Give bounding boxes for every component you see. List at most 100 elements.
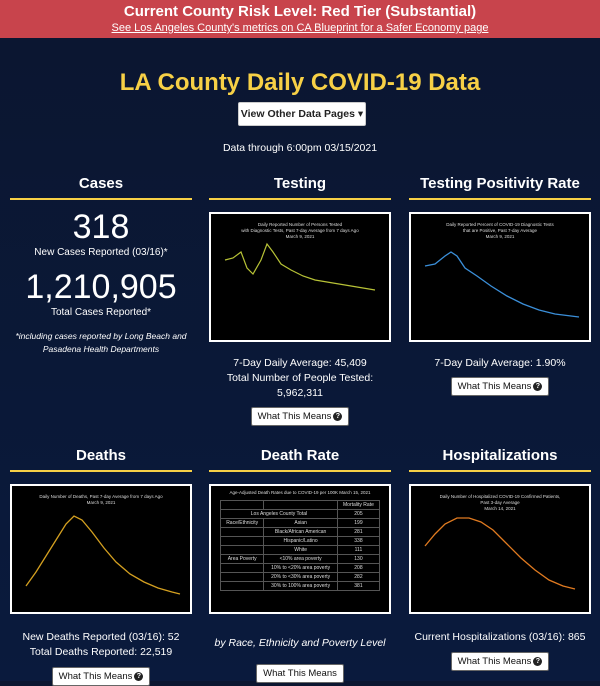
hospitalizations-chart-svg: Daily Number of Hospitalized COVID-19 Co… [424, 494, 576, 590]
testing-daily-average: 7-Day Daily Average: 45,409 [233, 357, 367, 369]
testing-what-this-means-button[interactable]: What This Means? [250, 407, 350, 426]
new-cases-number: 318 [72, 208, 130, 246]
death-rate-table-image[interactable]: Age-Adjusted Death Rates due to COVID-19… [209, 484, 391, 614]
svg-text:with Diagnostic Tests, Past 7-: with Diagnostic Tests, Past 7-day Averag… [241, 228, 359, 233]
table-cell: Area Poverty [219, 554, 265, 564]
cases-footnote: *including cases reported by Long Beach … [15, 331, 187, 354]
deaths-heading: Deaths [75, 447, 127, 464]
county-total-value: 205 [336, 509, 381, 519]
table-cell: 111 [336, 545, 381, 555]
question-icon: ? [134, 671, 144, 681]
svg-text:March 9, 2021: March 9, 2021 [87, 500, 116, 505]
cases-section: Cases 318 New Cases Reported (03/16)* 1,… [10, 174, 192, 356]
mortality-header: Mortality Rate [336, 500, 381, 510]
svg-text:Past 3-day Average: Past 3-day Average [480, 500, 520, 505]
death-rate-underline [209, 470, 391, 472]
deaths-chart[interactable]: Daily Number of Deaths, Past 7-day Avera… [10, 484, 192, 614]
svg-text:that are Positive, Past 7-day: that are Positive, Past 7-day Average [463, 228, 537, 233]
deaths-section: Deaths Daily Number of Deaths, Past 7-da… [10, 446, 192, 686]
death-rate-table: Mortality Rate Los Angeles County Total 2… [219, 500, 381, 591]
button-label: What This Means [457, 381, 532, 392]
table-cell: 282 [336, 572, 381, 582]
deaths-line [25, 515, 181, 595]
table-cell: 208 [336, 563, 381, 573]
positivity-chart[interactable]: Daily Reported Percent of COVID-19 Diagn… [409, 212, 591, 342]
hospitalizations-section: Hospitalizations Daily Number of Hospita… [409, 446, 591, 671]
button-label: What This Means [457, 656, 532, 667]
new-deaths: New Deaths Reported (03/16): 52 [22, 631, 180, 643]
blueprint-link[interactable]: See Los Angeles County's metrics on CA B… [111, 22, 489, 34]
testing-chart-svg: Daily Reported Number of Persons Tested … [224, 222, 376, 291]
death-rate-caption: by Race, Ethnicity and Poverty Level [214, 637, 386, 649]
table-cell: 20% to <30% area poverty [263, 572, 338, 582]
table-cell: Asian [263, 518, 338, 528]
table-cell: 199 [336, 518, 381, 528]
deaths-chart-svg: Daily Number of Deaths, Past 7-day Avera… [25, 494, 181, 595]
svg-text:Daily Reported Number of Perso: Daily Reported Number of Persons Tested [258, 222, 343, 227]
svg-text:Daily Number of Deaths, Past 7: Daily Number of Deaths, Past 7-day Avera… [39, 494, 163, 499]
table-cell [219, 563, 265, 573]
table-cell: 381 [336, 581, 381, 591]
table-cell [219, 581, 265, 591]
svg-text:Daily Reported Percent of COVI: Daily Reported Percent of COVID-19 Diagn… [446, 222, 554, 227]
positivity-line [424, 251, 580, 318]
death-rate-what-this-means-button[interactable]: What This Means [256, 664, 344, 683]
svg-text:Daily Number of Hospitalized C: Daily Number of Hospitalized COVID-19 Co… [440, 494, 561, 499]
table-cell: 130 [336, 554, 381, 564]
positivity-heading: Testing Positivity Rate [420, 175, 580, 192]
button-label: What This Means [58, 671, 133, 682]
hospitalizations-what-this-means-button[interactable]: What This Means? [450, 652, 550, 671]
button-label: What This Means [257, 411, 332, 422]
page-body: LA County Daily COVID-19 Data View Other… [0, 38, 600, 686]
caret-down-icon: ▾ [357, 108, 364, 120]
dropdown-label: View Other Data Pages [240, 108, 355, 120]
svg-text:March 9, 2021: March 9, 2021 [286, 234, 315, 239]
current-hospitalizations: Current Hospitalizations (03/16): 865 [414, 631, 586, 643]
question-icon: ? [533, 381, 543, 391]
risk-level-text: Current County Risk Level: Red Tier (Sub… [123, 3, 477, 20]
view-other-pages-dropdown[interactable]: View Other Data Pages ▾ [238, 102, 366, 126]
question-icon: ? [333, 411, 343, 421]
table-cell [219, 545, 265, 555]
testing-line [224, 242, 376, 291]
testing-chart[interactable]: Daily Reported Number of Persons Tested … [209, 212, 391, 342]
hospitalizations-underline [409, 470, 591, 472]
hospitalizations-chart[interactable]: Daily Number of Hospitalized COVID-19 Co… [409, 484, 591, 614]
cases-heading: Cases [78, 175, 124, 192]
total-deaths: Total Deaths Reported: 22,519 [29, 646, 173, 658]
table-cell: <10% area poverty [263, 554, 338, 564]
table-cell: 281 [336, 527, 381, 537]
positivity-section: Testing Positivity Rate Daily Reported P… [409, 174, 591, 396]
deaths-underline [10, 470, 192, 472]
button-label: What This Means [263, 668, 337, 679]
new-cases-label: New Cases Reported (03/16)* [34, 247, 168, 258]
county-total-label: Los Angeles County Total [220, 509, 338, 519]
testing-underline [209, 198, 391, 200]
hospitalizations-line [424, 517, 576, 590]
table-cell: 30% to 100% area poverty [263, 581, 338, 591]
deaths-what-this-means-button[interactable]: What This Means? [51, 667, 151, 686]
positivity-what-this-means-button[interactable]: What This Means? [450, 377, 550, 396]
testing-total: Total Number of People Tested: 5,962,311 [226, 372, 374, 399]
svg-text:March 9, 2021: March 9, 2021 [486, 234, 515, 239]
total-cases-label: Total Cases Reported* [50, 307, 152, 318]
question-icon: ? [533, 656, 543, 666]
table-cell: 10% to <20% area poverty [263, 563, 338, 573]
positivity-daily-average: 7-Day Daily Average: 1.90% [434, 357, 566, 369]
death-rate-chart-title: Age-Adjusted Death Rates due to COVID-19… [229, 490, 371, 495]
total-cases-number: 1,210,905 [25, 268, 177, 306]
page-title: LA County Daily COVID-19 Data [119, 69, 481, 96]
cases-underline [10, 198, 192, 200]
table-cell: Hispanic/Latino [263, 536, 338, 546]
table-cell [219, 527, 265, 537]
table-cell [219, 536, 265, 546]
positivity-chart-svg: Daily Reported Percent of COVID-19 Diagn… [424, 222, 580, 318]
testing-heading: Testing [273, 175, 327, 192]
svg-text:March 14, 2021: March 14, 2021 [484, 506, 516, 511]
testing-section: Testing Daily Reported Number of Persons… [209, 174, 391, 426]
table-cell: Black/African American [263, 527, 338, 537]
table-cell: Race/Ethnicity [219, 518, 265, 528]
death-rate-heading: Death Rate [260, 447, 340, 464]
table-cell [219, 572, 265, 582]
hospitalizations-heading: Hospitalizations [442, 447, 558, 464]
